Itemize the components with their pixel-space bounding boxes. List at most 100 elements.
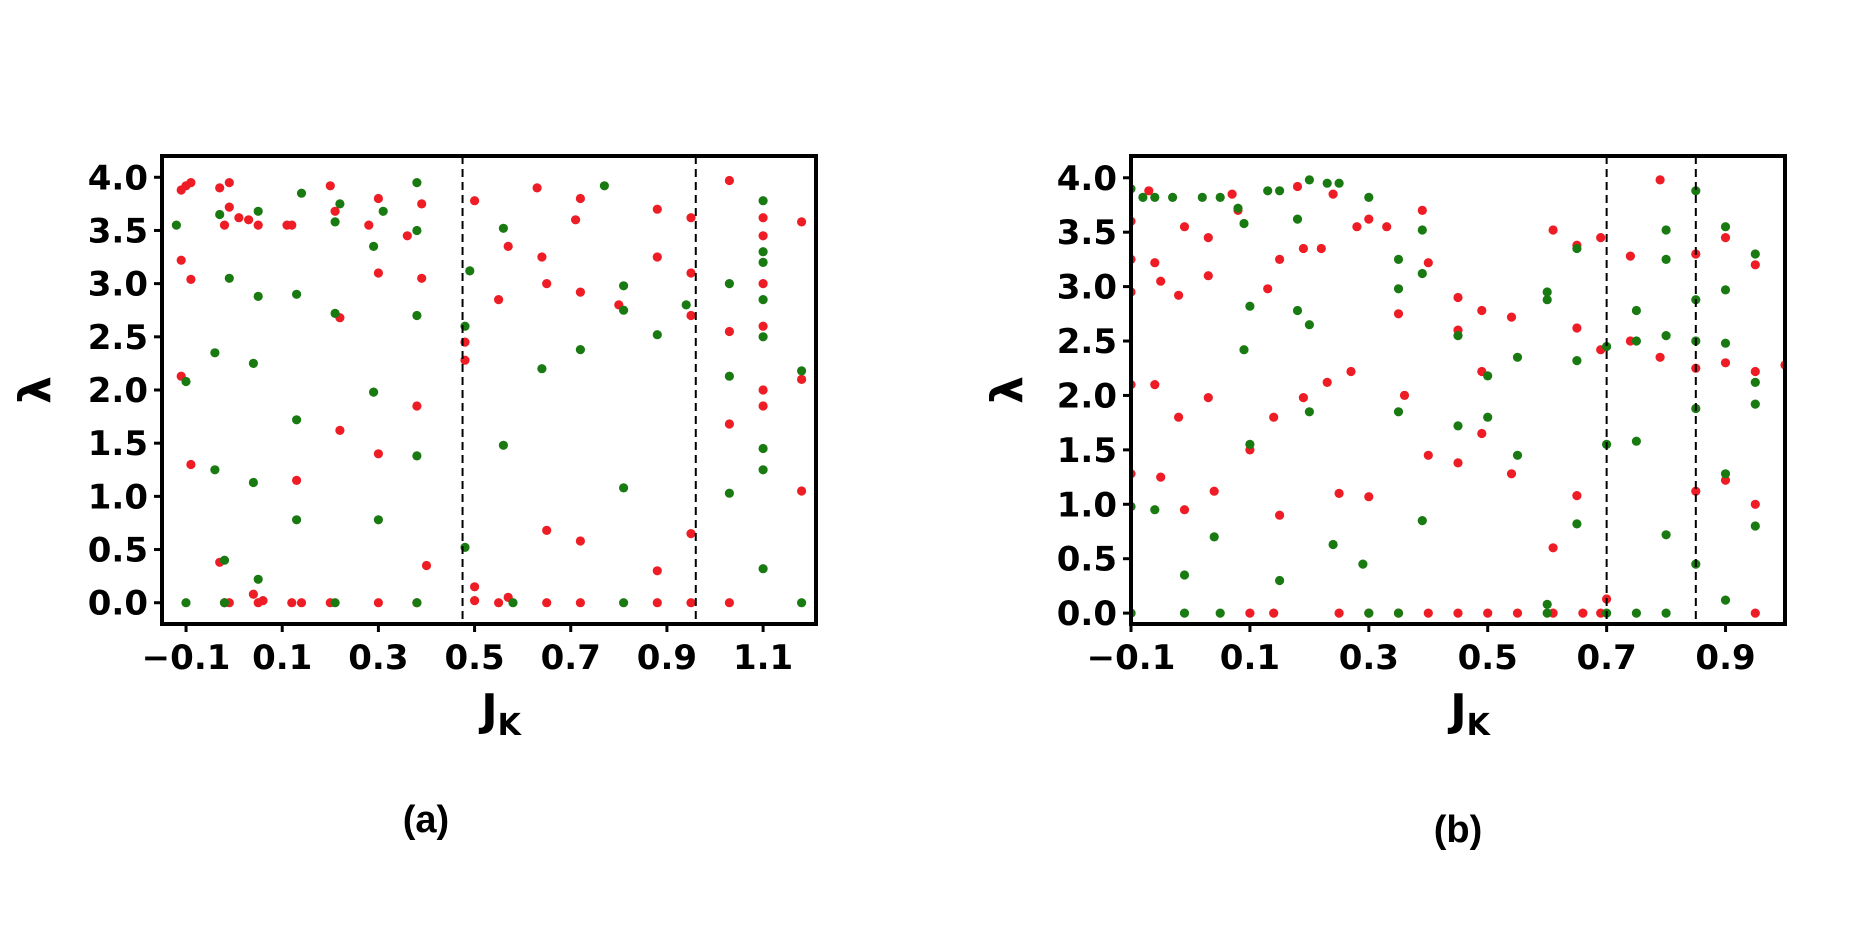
point-green: [758, 196, 768, 206]
panel-label: (b): [1434, 809, 1483, 851]
point-red: [494, 295, 504, 305]
point-red: [652, 204, 662, 214]
point-red: [417, 199, 427, 209]
xtick-label: 0.9: [637, 638, 697, 678]
point-red: [258, 596, 268, 606]
point-red: [402, 231, 412, 241]
ytick-label: 4.0: [88, 158, 148, 198]
point-green: [1150, 192, 1160, 202]
point-green: [1661, 608, 1671, 618]
point-red: [421, 560, 432, 571]
point-red: [758, 385, 768, 395]
point-green: [498, 223, 508, 233]
point-green: [181, 598, 191, 608]
point-red: [373, 598, 383, 608]
point-red: [758, 321, 768, 331]
point-green: [412, 598, 422, 608]
point-red: [1625, 251, 1635, 261]
point-green: [1720, 222, 1731, 232]
point-red: [542, 598, 552, 608]
point-green: [724, 488, 735, 498]
point-green: [1197, 192, 1207, 202]
point-green: [619, 598, 629, 608]
point-red: [1477, 428, 1487, 439]
point-green: [1542, 295, 1552, 305]
xtick-label: 0.9: [1695, 638, 1755, 678]
xtick-label: 0.7: [1577, 638, 1637, 678]
point-green: [1239, 218, 1249, 229]
point-green: [1512, 450, 1523, 460]
xtick-label: 0.7: [541, 638, 601, 678]
point-green: [758, 332, 768, 342]
point-green: [1750, 399, 1760, 409]
point-red: [1150, 258, 1160, 268]
point-green: [369, 241, 379, 251]
point-red: [186, 459, 196, 470]
point-green: [465, 266, 475, 276]
point-red: [287, 598, 297, 608]
point-red: [1203, 271, 1213, 281]
point-green: [619, 483, 629, 493]
point-green: [537, 364, 547, 374]
ytick-label: 1.0: [88, 477, 148, 517]
point-red: [542, 525, 552, 536]
point-red: [373, 193, 383, 204]
point-red: [1269, 412, 1279, 422]
point-green: [1720, 338, 1731, 348]
point-green: [1483, 371, 1493, 381]
point-green: [652, 330, 662, 340]
point-green: [215, 209, 225, 220]
point-red: [724, 326, 735, 337]
point-green: [1691, 186, 1701, 196]
point-red: [1298, 393, 1308, 403]
point-green: [248, 358, 258, 368]
ytick-label: 0.0: [88, 584, 148, 624]
point-red: [1364, 492, 1374, 502]
point-green: [758, 295, 768, 305]
point-green: [369, 387, 379, 397]
point-red: [1453, 608, 1463, 618]
point-red: [1227, 189, 1237, 199]
point-red: [1179, 505, 1190, 515]
point-green: [1512, 352, 1523, 362]
point-green: [412, 451, 422, 461]
point-green: [1263, 186, 1273, 196]
point-red: [186, 178, 196, 188]
point-red: [1506, 312, 1517, 322]
point-red: [532, 183, 542, 193]
ytick-label: 2.5: [88, 318, 148, 358]
point-red: [571, 215, 581, 225]
point-red: [1150, 380, 1160, 390]
point-red: [686, 268, 696, 278]
point-red: [686, 213, 696, 223]
point-green: [219, 555, 230, 565]
xtick-label: 0.5: [444, 638, 504, 678]
point-red: [1750, 260, 1760, 270]
point-red: [542, 279, 552, 289]
point-green: [224, 273, 234, 283]
point-green: [330, 308, 340, 318]
point-red: [686, 529, 696, 539]
point-green: [1364, 608, 1374, 618]
data-points: [171, 175, 807, 608]
point-green: [1322, 178, 1332, 188]
point-red: [575, 536, 586, 546]
point-red: [1245, 608, 1255, 618]
point-red: [1720, 233, 1731, 243]
point-green: [1215, 192, 1225, 202]
point-red: [1174, 290, 1184, 300]
point-green: [1572, 356, 1582, 366]
xtick-label: −0.1: [1087, 638, 1176, 678]
point-red: [234, 213, 244, 223]
point-red: [1263, 284, 1273, 294]
point-red: [1572, 323, 1582, 333]
point-green: [1393, 284, 1404, 294]
point-red: [652, 566, 662, 576]
point-green: [412, 310, 422, 321]
point-red: [797, 486, 807, 496]
ytick-label: 0.0: [1057, 594, 1117, 634]
point-red: [1399, 390, 1410, 400]
ytick-label: 3.5: [1057, 213, 1117, 253]
point-green: [758, 564, 768, 574]
point-red: [1655, 175, 1665, 185]
